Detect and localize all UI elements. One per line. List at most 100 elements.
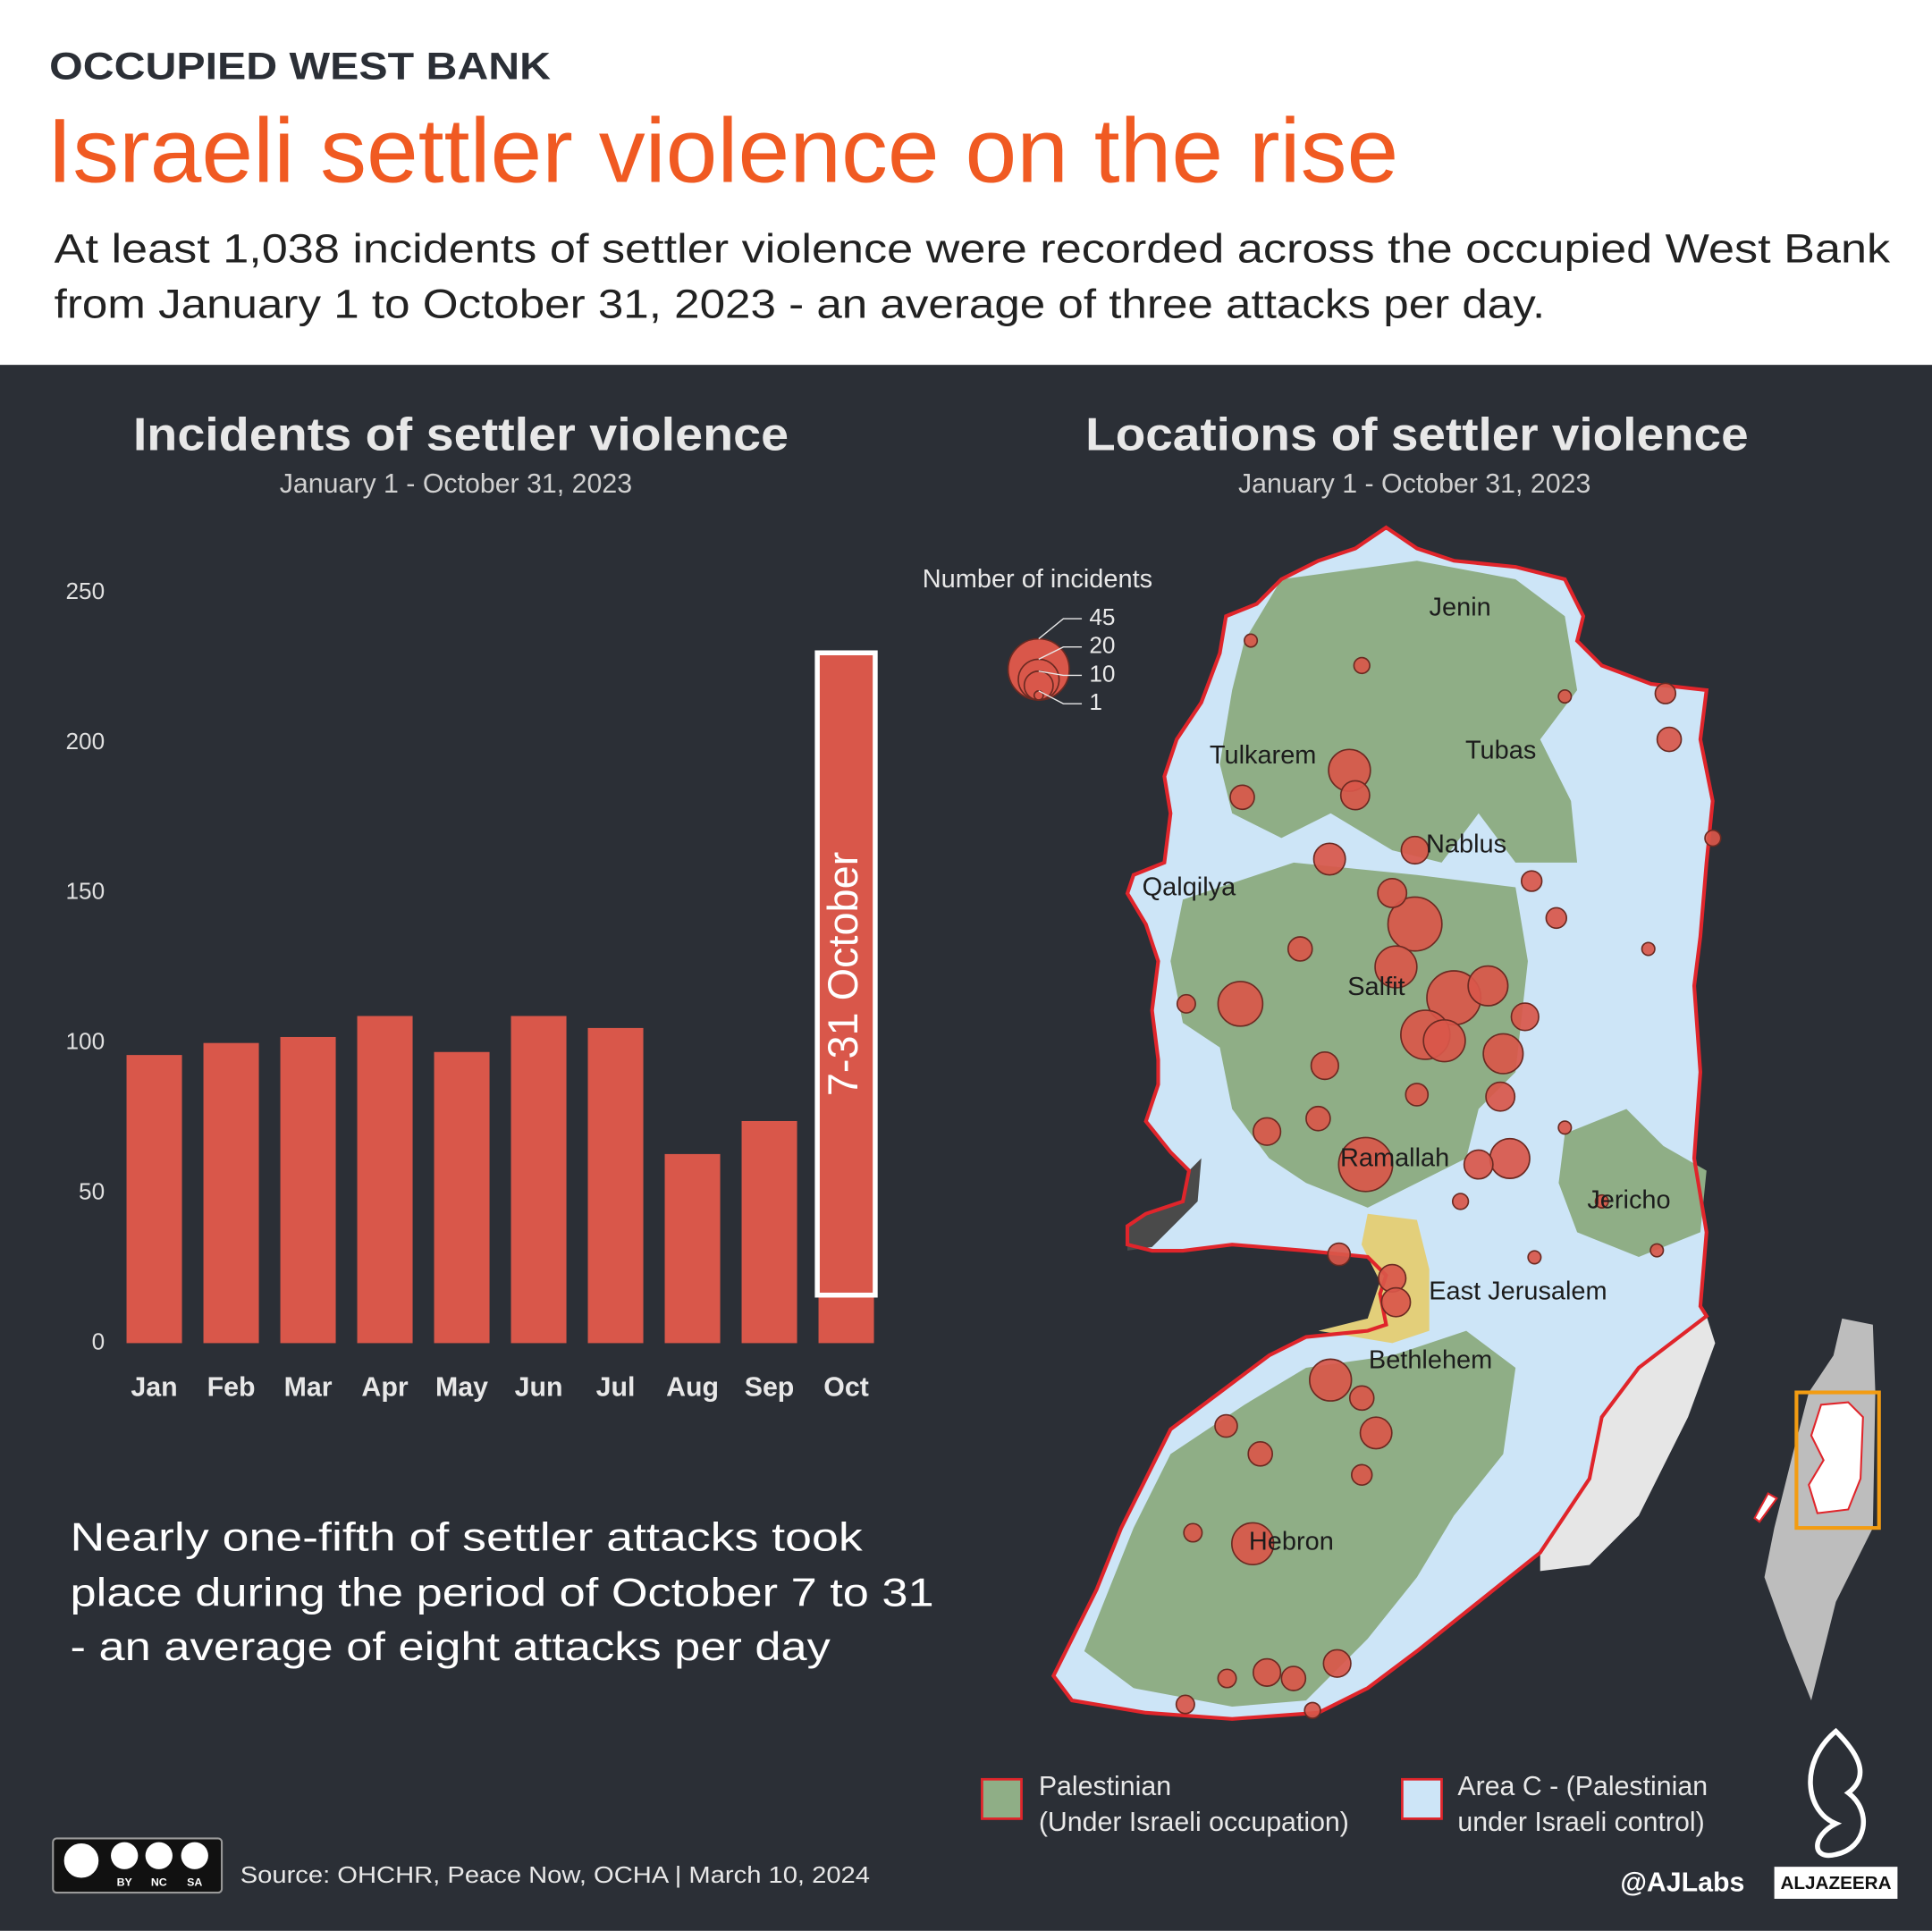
legend-label: under Israeli control)	[1457, 1808, 1704, 1837]
incident-bubble	[1339, 780, 1371, 811]
incident-bubble	[1229, 784, 1255, 811]
size-legend-title: Number of incidents	[923, 565, 1152, 594]
incident-bubble	[1280, 1665, 1307, 1691]
incident-bubble	[1451, 1193, 1470, 1210]
size-legend-label: 20	[1089, 632, 1115, 659]
incident-bubble	[1545, 906, 1568, 930]
legend-label: Palestinian	[1039, 1772, 1171, 1801]
header-background	[0, 0, 1932, 366]
y-tick-label: 250	[65, 578, 105, 604]
y-tick-label: 150	[65, 878, 105, 905]
legend-label: (Under Israeli occupation)	[1039, 1808, 1349, 1837]
city-label: Salfit	[1347, 973, 1405, 1001]
size-legend-leader	[1038, 646, 1083, 661]
incident-bubble	[1327, 1242, 1352, 1267]
bar	[126, 1055, 182, 1344]
incident-bubble	[1377, 878, 1408, 908]
incident-bubble	[1312, 842, 1346, 876]
incident-bubble	[1322, 1649, 1352, 1678]
incident-bubble	[1252, 1117, 1282, 1146]
subtitle-line: At least 1,038 incidents of settler viol…	[55, 225, 1891, 271]
barrier-strip	[1127, 1158, 1202, 1252]
subtitle-line: from January 1 to October 31, 2023 - an …	[55, 281, 1546, 326]
x-tick-label: Jan	[131, 1372, 177, 1402]
incident-bubble	[1656, 726, 1683, 753]
incident-bubble	[1649, 1243, 1665, 1258]
incident-bubble	[1463, 1149, 1494, 1180]
badge-cc	[61, 1841, 102, 1881]
palestinian-region	[1558, 1109, 1707, 1257]
bar	[818, 653, 874, 1344]
city-label: Ramallah	[1340, 1144, 1449, 1173]
incident-bubble	[1520, 870, 1543, 892]
incident-bubble	[1594, 1193, 1609, 1209]
bar	[203, 1042, 259, 1344]
chart-subtitle: January 1 - October 31, 2023	[280, 469, 632, 499]
x-tick-label: Mar	[284, 1372, 333, 1402]
bar	[357, 1016, 413, 1344]
city-label: Tulkarem	[1210, 741, 1317, 770]
incident-bubble	[1176, 993, 1196, 1014]
inset-gaza	[1753, 1492, 1778, 1523]
incident-bubble	[1405, 1083, 1430, 1107]
city-label: Jenin	[1430, 594, 1491, 622]
incident-bubble	[1654, 682, 1677, 704]
badge-icon	[181, 1842, 208, 1869]
incident-bubble	[1247, 1441, 1274, 1467]
legend-label: Area C - (Palestinian	[1457, 1772, 1708, 1801]
incident-bubble	[1231, 1522, 1275, 1566]
source: Source: OHCHR, Peace Now, OCHA | March 1…	[240, 1861, 870, 1888]
incident-bubble	[1337, 1136, 1394, 1193]
incident-bubble	[1309, 1358, 1353, 1402]
size-legend-leader	[1038, 670, 1083, 677]
size-legend-leader	[1038, 690, 1083, 704]
note-line: - an average of eight attacks per day	[71, 1625, 831, 1669]
incident-bubble	[1175, 1694, 1195, 1715]
city-label: Jericho	[1587, 1186, 1670, 1215]
palestinian-region	[1219, 561, 1578, 863]
incident-bubble	[1305, 1105, 1331, 1132]
aj-logo	[1808, 1727, 1866, 1859]
incident-bubble	[1353, 656, 1371, 675]
incident-bubble	[1359, 1416, 1393, 1450]
incident-bubble	[1557, 1120, 1573, 1135]
brand-box	[1774, 1867, 1898, 1899]
map-subtitle: January 1 - October 31, 2023	[1238, 469, 1590, 499]
x-tick-label: Jun	[515, 1372, 563, 1402]
incident-bubble	[1244, 633, 1259, 648]
incident-bubble	[1217, 1668, 1237, 1689]
x-tick-label: Sep	[745, 1372, 795, 1402]
legend-swatch	[1401, 1777, 1443, 1820]
incident-bubble	[1704, 829, 1722, 847]
title: Israeli settler violence on the rise	[46, 100, 1398, 202]
incident-bubble	[1380, 1286, 1412, 1318]
map-title: Locations of settler violence	[1085, 409, 1748, 460]
size-legend-label: 10	[1089, 660, 1115, 687]
x-tick-label: Aug	[666, 1372, 719, 1402]
note-line: place during the period of October 7 to …	[71, 1572, 934, 1615]
incident-bubble	[1387, 896, 1443, 952]
incident-bubble	[1217, 981, 1264, 1027]
incident-bubble	[1310, 1050, 1339, 1081]
incident-bubble	[1374, 945, 1418, 989]
size-legend-label: 45	[1089, 603, 1115, 630]
y-tick-label: 200	[65, 728, 105, 755]
x-tick-label: Jul	[596, 1372, 636, 1402]
annotation-label: 7-31 October	[820, 852, 866, 1096]
badge-icon	[111, 1842, 139, 1869]
bar-chart: 0 50 100 150 200 250 Jan Feb Mar Apr May Jun Jul Aug S…	[65, 578, 878, 1402]
city-label: Nablus	[1426, 830, 1506, 858]
x-tick-label: May	[435, 1372, 488, 1402]
chart-title: Incidents of settler violence	[133, 409, 789, 460]
city-label: Qalqilya	[1143, 873, 1236, 902]
license-term: NC	[151, 1876, 167, 1888]
area-legend: Palestinian (Under Israeli occupation) A…	[981, 1772, 1708, 1837]
inset-map	[1753, 1318, 1881, 1701]
license-badge: BY NC SA	[52, 1837, 224, 1894]
bar	[741, 1120, 797, 1344]
legend-swatch	[981, 1777, 1023, 1820]
bar	[510, 1016, 567, 1344]
size-legend-label: 1	[1089, 688, 1102, 715]
